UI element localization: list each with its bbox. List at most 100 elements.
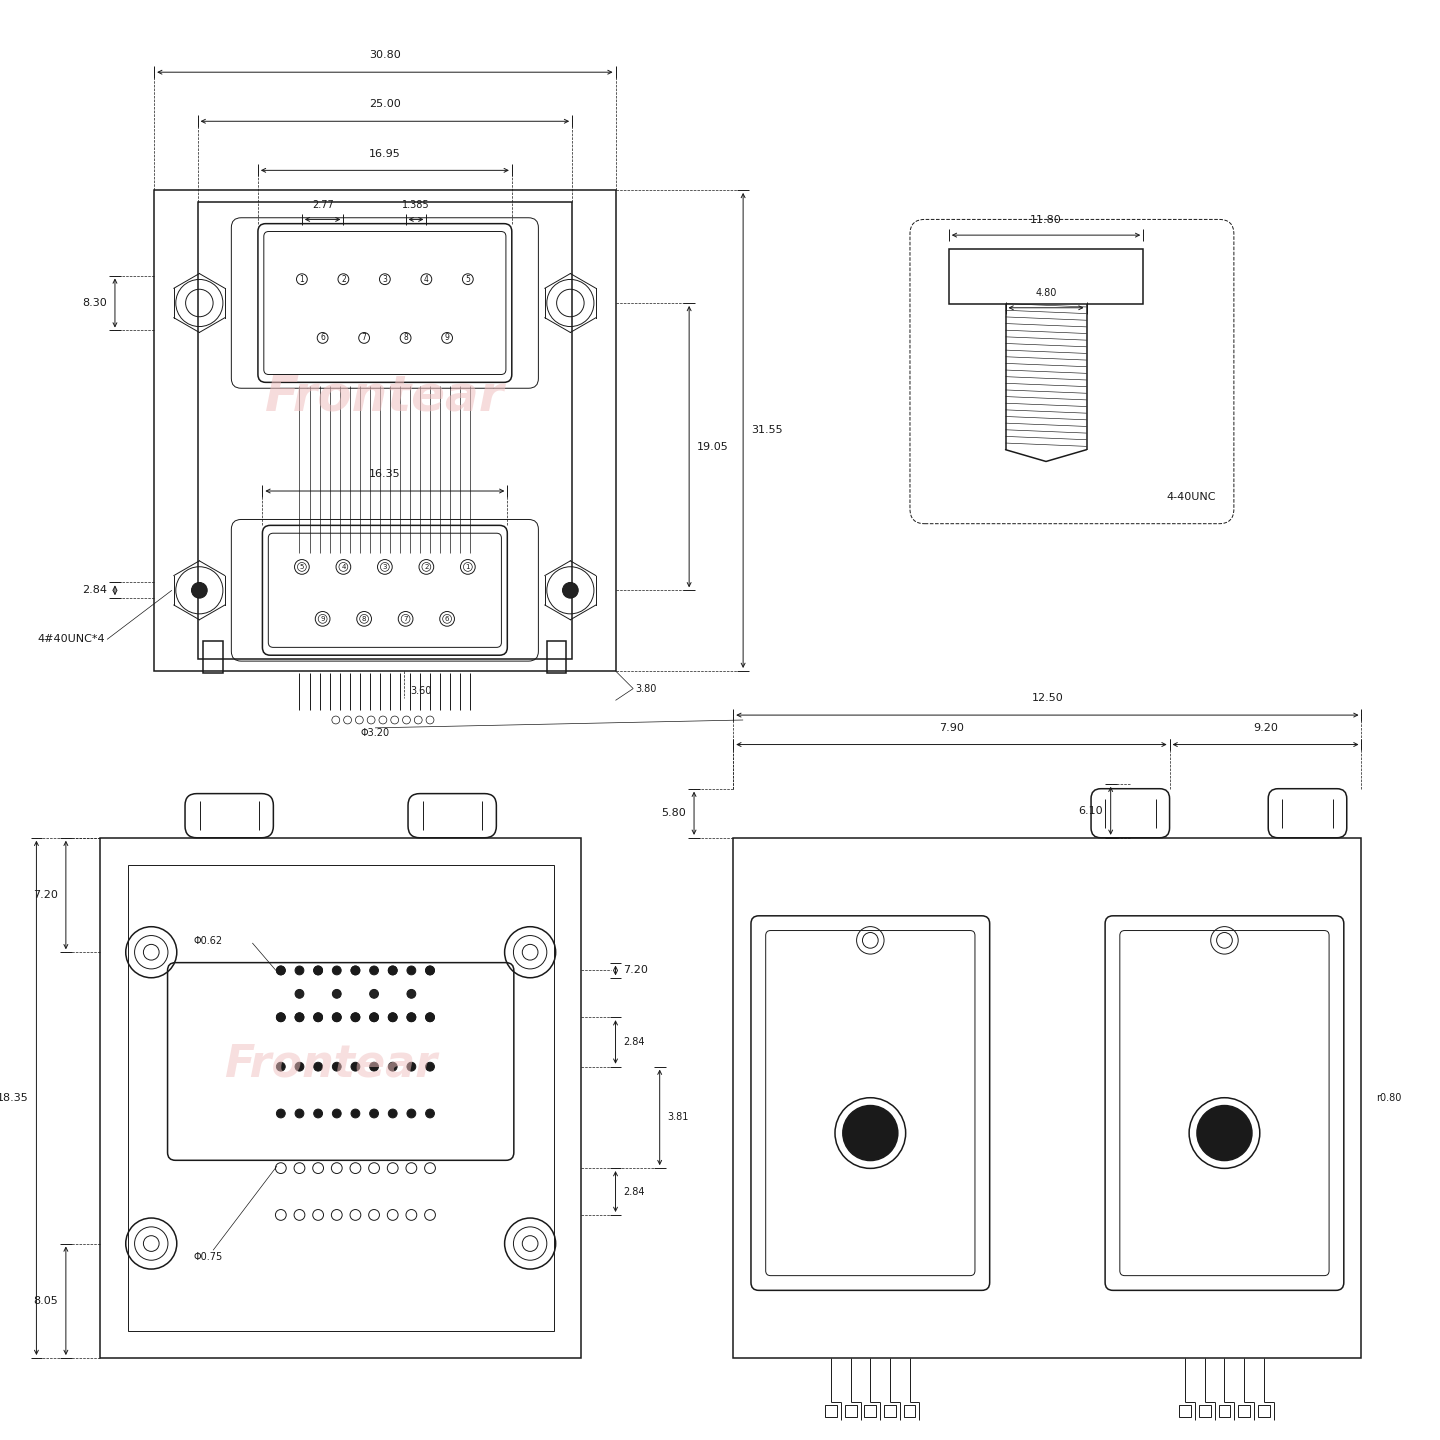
Text: Frontear: Frontear: [225, 1043, 438, 1084]
Circle shape: [408, 966, 416, 975]
Text: 7.20: 7.20: [33, 890, 58, 900]
Circle shape: [351, 1109, 360, 1117]
Circle shape: [276, 966, 285, 975]
Text: Frontear: Frontear: [265, 372, 504, 420]
Circle shape: [408, 1012, 416, 1021]
Text: Φ0.75: Φ0.75: [193, 1253, 223, 1263]
Text: 2.84: 2.84: [624, 1187, 645, 1197]
Circle shape: [314, 1012, 323, 1021]
Circle shape: [370, 966, 379, 975]
Circle shape: [389, 1063, 397, 1071]
Text: 1.385: 1.385: [402, 200, 429, 210]
Text: 31.55: 31.55: [752, 425, 782, 435]
Circle shape: [426, 966, 435, 975]
Text: 6: 6: [445, 616, 449, 622]
Text: 4-40UNC: 4-40UNC: [1166, 492, 1217, 503]
Bar: [1218, 1405, 1230, 1417]
Bar: [1238, 1405, 1250, 1417]
Bar: [154, 190, 615, 671]
Circle shape: [295, 1012, 304, 1021]
Circle shape: [370, 1109, 379, 1117]
Circle shape: [408, 1063, 416, 1071]
Text: 9: 9: [445, 334, 449, 343]
Bar: [825, 1405, 837, 1417]
Text: 16.95: 16.95: [369, 148, 400, 158]
Text: 3: 3: [383, 564, 387, 570]
Circle shape: [426, 1109, 435, 1117]
Text: 30.80: 30.80: [369, 50, 400, 60]
Circle shape: [370, 1012, 379, 1021]
Bar: [904, 1405, 916, 1417]
Text: 4.80: 4.80: [1035, 288, 1057, 298]
Text: 4#40UNC*4: 4#40UNC*4: [37, 635, 105, 644]
Circle shape: [192, 582, 207, 598]
Bar: [101, 838, 582, 1358]
Text: 7.20: 7.20: [624, 965, 648, 975]
Circle shape: [314, 1063, 323, 1071]
Text: 5: 5: [300, 564, 304, 570]
Circle shape: [408, 989, 416, 998]
Text: 4: 4: [341, 564, 346, 570]
Text: 3.60: 3.60: [410, 685, 432, 696]
Circle shape: [351, 966, 360, 975]
Circle shape: [333, 1063, 341, 1071]
Text: Φ3.20: Φ3.20: [360, 727, 390, 737]
Circle shape: [333, 1109, 341, 1117]
Text: 4: 4: [423, 275, 429, 284]
Circle shape: [333, 966, 341, 975]
Text: 11.80: 11.80: [1030, 216, 1061, 225]
Text: 5: 5: [465, 275, 471, 284]
Text: 8: 8: [361, 616, 366, 622]
Circle shape: [426, 1063, 435, 1071]
Circle shape: [408, 1012, 416, 1021]
Circle shape: [389, 1012, 397, 1021]
Circle shape: [276, 1012, 285, 1021]
Circle shape: [295, 1109, 304, 1117]
Text: 3: 3: [383, 275, 387, 284]
Circle shape: [370, 1012, 379, 1021]
Bar: [197, 202, 572, 660]
Circle shape: [426, 1012, 435, 1021]
Text: 7: 7: [361, 334, 367, 343]
Text: 9.20: 9.20: [1253, 723, 1277, 733]
Circle shape: [314, 1109, 323, 1117]
Circle shape: [389, 966, 397, 975]
Circle shape: [408, 1109, 416, 1117]
Text: 12.50: 12.50: [1031, 693, 1063, 703]
Circle shape: [389, 1012, 397, 1021]
Text: Φ0.62: Φ0.62: [193, 936, 223, 946]
Circle shape: [370, 989, 379, 998]
Bar: [845, 1405, 857, 1417]
Bar: [1257, 1405, 1270, 1417]
Circle shape: [351, 1012, 360, 1021]
Text: 3.81: 3.81: [668, 1112, 688, 1122]
Bar: [203, 641, 223, 672]
Circle shape: [295, 966, 304, 975]
Text: 2.84: 2.84: [624, 1037, 645, 1047]
Circle shape: [295, 989, 304, 998]
Text: r0.80: r0.80: [1377, 1093, 1401, 1103]
Circle shape: [370, 1063, 379, 1071]
Circle shape: [314, 1012, 323, 1021]
Circle shape: [426, 1012, 435, 1021]
Circle shape: [295, 1063, 304, 1071]
Bar: [864, 1405, 876, 1417]
Circle shape: [276, 966, 285, 975]
Circle shape: [314, 966, 323, 975]
Text: 6.10: 6.10: [1079, 806, 1103, 816]
Text: 25.00: 25.00: [369, 99, 400, 109]
Text: 9: 9: [320, 616, 325, 622]
Text: 16.35: 16.35: [369, 469, 400, 480]
Text: 2: 2: [425, 564, 429, 570]
Text: 2.84: 2.84: [82, 585, 107, 595]
Text: 8: 8: [403, 334, 408, 343]
Circle shape: [276, 1012, 285, 1021]
Text: 6: 6: [320, 334, 325, 343]
Text: 7: 7: [403, 616, 408, 622]
Text: 2.77: 2.77: [311, 200, 334, 210]
Text: 19.05: 19.05: [697, 442, 729, 452]
Circle shape: [333, 1012, 341, 1021]
Circle shape: [351, 1063, 360, 1071]
Text: 3.80: 3.80: [635, 684, 657, 694]
Circle shape: [276, 1063, 285, 1071]
